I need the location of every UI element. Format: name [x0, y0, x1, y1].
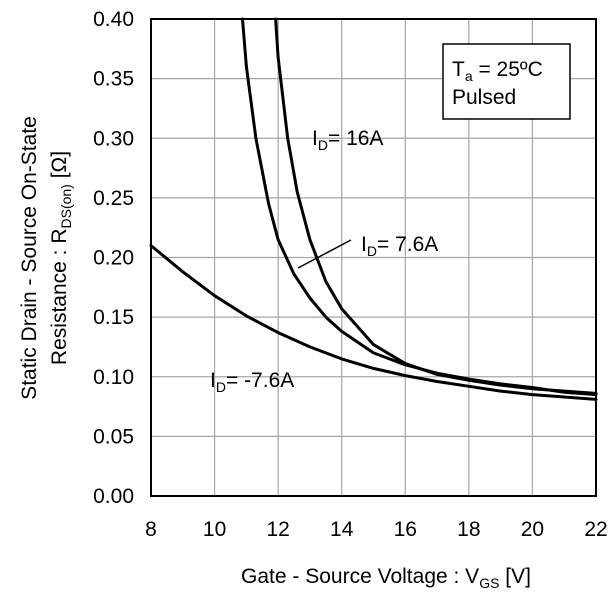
x-tick-labels: 8 10 12 14 16 18 20 22	[145, 518, 608, 541]
series-label-minus-7-6a: ID= -7.6A	[210, 369, 294, 395]
series-label-7-6a: ID= 7.6A	[361, 233, 438, 259]
y-tick-label: 0.20	[93, 247, 134, 270]
series-lines	[149, 17, 598, 401]
y-tick-label: 0.15	[93, 306, 134, 329]
leader-line-7-6a	[297, 239, 352, 269]
y-tick-label: 0.00	[93, 485, 134, 508]
x-tick-label: 16	[394, 518, 417, 541]
series-label-16a: ID= 16A	[312, 127, 383, 153]
legend-line-pulsed: Pulsed	[452, 86, 516, 109]
label-leader-lines	[297, 239, 352, 269]
y-tick-label: 0.10	[93, 366, 134, 389]
legend-box: Ta = 25ºC Pulsed	[442, 43, 571, 120]
series-line-7-6a	[241, 17, 598, 397]
x-tick-label: 20	[521, 518, 544, 541]
x-axis-title: Gate - Source Voltage : VGS [V]	[241, 565, 531, 591]
x-tick-label: 18	[457, 518, 480, 541]
x-tick-label: 10	[203, 518, 226, 541]
x-tick-label: 12	[266, 518, 289, 541]
y-axis-title-line1: Static Drain - Source On-State	[18, 116, 41, 400]
y-tick-label: 0.40	[93, 8, 134, 31]
y-tick-label: 0.35	[93, 68, 134, 91]
plot-area-frame	[150, 18, 597, 497]
y-tick-label: 0.25	[93, 187, 134, 210]
y-axis-title-line2: Resistance : RDS(on) [Ω]	[48, 151, 74, 365]
x-tick-label: 8	[145, 518, 157, 541]
series-line-minus-7-6a	[149, 244, 598, 401]
legend-line-temperature: Ta = 25ºC	[452, 58, 543, 84]
x-tick-label: 14	[330, 518, 354, 541]
y-tick-label: 0.30	[93, 127, 134, 150]
legend-frame	[442, 43, 571, 120]
y-tick-labels: 0.00 0.05 0.10 0.15 0.20 0.25 0.30 0.35 0.40	[93, 8, 134, 508]
y-tick-label: 0.05	[93, 425, 134, 448]
x-tick-label: 22	[584, 518, 607, 541]
